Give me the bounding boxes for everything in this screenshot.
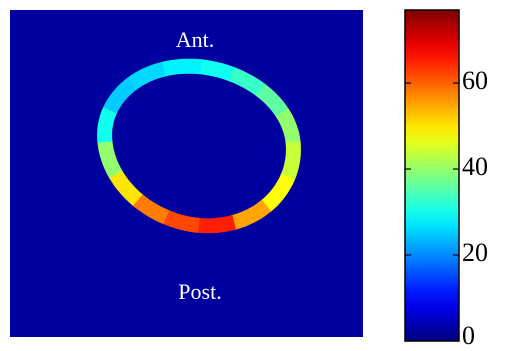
colorbar-tick-label: 60: [462, 66, 488, 95]
ring-segment: [161, 209, 200, 233]
ring-segment: [198, 59, 236, 82]
annotation: Ant.: [176, 27, 215, 52]
ring-segment: [108, 169, 143, 206]
annotation: Post.: [178, 279, 221, 304]
ring-segment: [280, 141, 301, 182]
ring-segment: [127, 61, 168, 91]
ring-segment: [97, 105, 118, 143]
ring: [97, 58, 301, 234]
ring-segment: [275, 108, 301, 145]
ring-segment: [103, 77, 138, 114]
colorbar: [404, 9, 460, 342]
colorbar-tick-label: 20: [462, 238, 488, 267]
ring-segment: [97, 139, 123, 179]
ring-segment: [229, 67, 266, 97]
ring-segment: [131, 193, 170, 225]
ring-segment: [196, 215, 236, 234]
ring-segment: [255, 83, 290, 119]
ring-segment: [162, 58, 202, 77]
colorbar-tick-label: 40: [462, 152, 488, 181]
colorbar-tick-label: 0: [462, 321, 475, 350]
ring-segment: [260, 173, 295, 213]
ring-segment: [230, 199, 272, 230]
